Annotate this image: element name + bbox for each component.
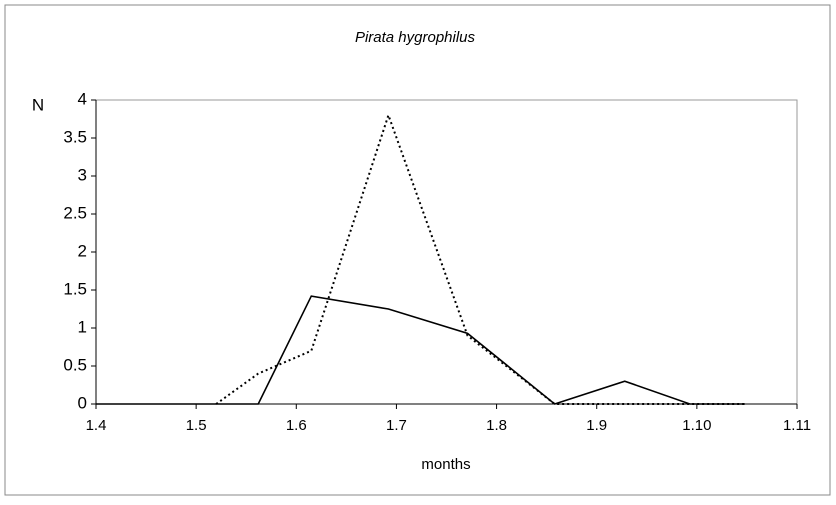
chart-title: Pirata hygrophilus (355, 29, 476, 46)
y-tick-label: 0 (78, 393, 87, 412)
y-tick-label: 1.5 (63, 279, 87, 298)
x-tick-label: 1.9 (586, 417, 607, 434)
y-tick-label: 3 (78, 165, 87, 184)
y-axis-label: N (32, 95, 44, 114)
x-tick-label: 1.7 (386, 417, 407, 434)
series-line (215, 112, 745, 405)
x-tick-label: 1.6 (286, 417, 307, 434)
series-line (96, 295, 745, 405)
x-tick-label: 1.4 (86, 417, 107, 434)
x-tick-label: 1.5 (186, 417, 207, 434)
y-tick-label: 2 (78, 241, 87, 260)
x-tick-label: 1.8 (486, 417, 507, 434)
y-tick-label: 0.5 (63, 355, 87, 374)
y-tick-label: 3.5 (63, 127, 87, 146)
x-axis-label: months (421, 456, 470, 473)
y-tick-label: 2.5 (63, 203, 87, 222)
x-tick-label: 1.10 (682, 417, 711, 434)
y-tick-label: 4 (78, 89, 87, 108)
x-tick-label: 1.11 (783, 417, 811, 434)
chart-frame (4, 4, 831, 496)
y-tick-label: 1 (78, 317, 87, 336)
